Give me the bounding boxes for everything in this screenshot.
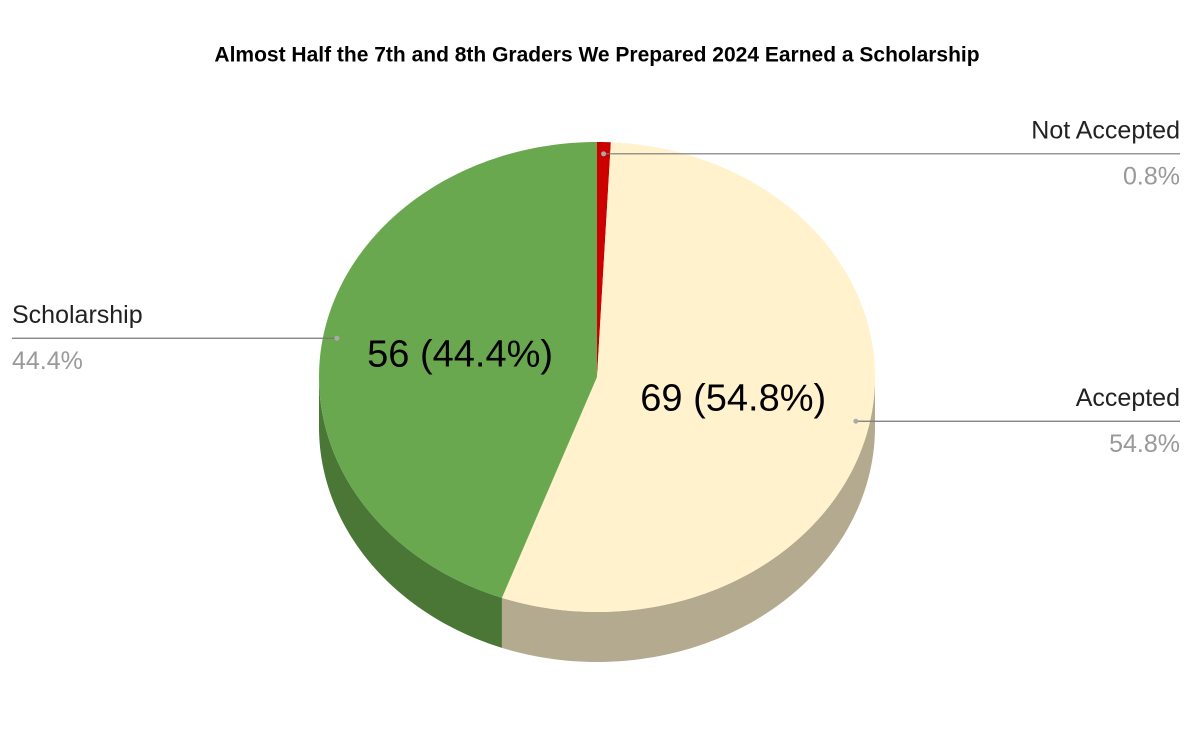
- value-label: 69 (54.8%): [640, 377, 826, 419]
- leader-dot: [334, 335, 340, 341]
- slice-percent: 44.4%: [12, 347, 83, 375]
- slice-name: Accepted: [1076, 384, 1180, 412]
- slice-name: Scholarship: [12, 301, 143, 329]
- slice-side: [319, 377, 502, 648]
- leader-dot: [601, 151, 607, 157]
- value-label: 56 (44.4%): [367, 334, 553, 376]
- slice: [597, 142, 611, 377]
- slice-percent: 0.8%: [1123, 162, 1180, 190]
- slice: [319, 142, 597, 598]
- slice-side: [501, 377, 875, 662]
- chart-title: Almost Half the 7th and 8th Graders We P…: [214, 44, 979, 67]
- slice-name: Not Accepted: [1031, 116, 1180, 144]
- slice-percent: 54.8%: [1109, 430, 1180, 458]
- leader-dot: [853, 418, 859, 424]
- slice: [501, 142, 875, 612]
